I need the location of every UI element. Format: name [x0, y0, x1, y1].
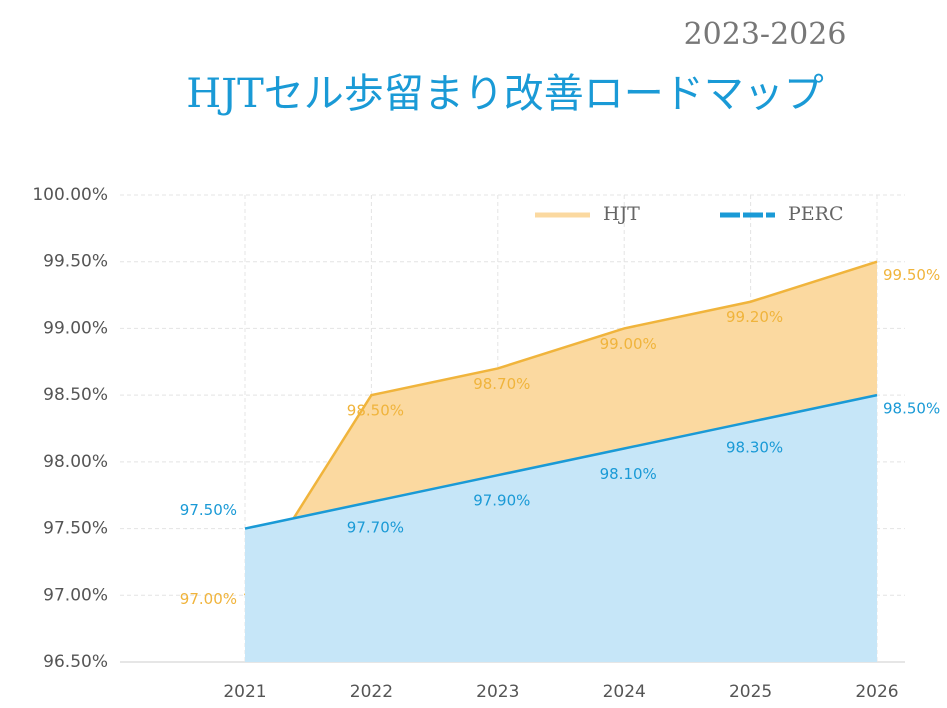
y-tick-label: 99.50%: [43, 252, 108, 272]
y-tick-label: 97.00%: [43, 585, 108, 605]
chart-subtitle: 2023-2026: [684, 17, 847, 52]
x-tick-label: 2023: [476, 682, 519, 702]
y-tick-label: 99.00%: [43, 318, 108, 338]
value-label: 98.30%: [726, 438, 783, 456]
value-label: 98.50%: [347, 402, 404, 420]
line: [244, 393, 878, 530]
legend-label: PERC: [788, 203, 844, 225]
y-tick-label: 100.00%: [32, 185, 108, 205]
x-tick-label: 2025: [729, 682, 772, 702]
area: [245, 395, 877, 662]
value-label: 98.50%: [883, 400, 940, 418]
value-label: 98.10%: [600, 465, 657, 483]
value-label: 99.00%: [600, 335, 657, 353]
x-tick-label: 2026: [855, 682, 898, 702]
chart-title: HJTセル歩留まり改善ロードマップ: [186, 71, 824, 117]
x-tick-label: 2024: [603, 682, 646, 702]
x-tick-label: 2022: [350, 682, 393, 702]
line: [243, 260, 878, 596]
x-tick-label: 2021: [223, 682, 266, 702]
value-label: 97.00%: [180, 590, 237, 608]
value-label: 99.20%: [726, 308, 783, 326]
value-label: 97.90%: [473, 492, 530, 510]
value-label: 99.50%: [883, 266, 940, 284]
value-label: 97.50%: [180, 501, 237, 519]
value-label: 98.70%: [473, 375, 530, 393]
legend-label: HJT: [603, 203, 640, 225]
y-tick-label: 98.00%: [43, 452, 108, 472]
value-label: 97.70%: [347, 518, 404, 536]
y-tick-label: 98.50%: [43, 385, 108, 405]
y-tick-label: 96.50%: [43, 652, 108, 672]
y-tick-label: 97.50%: [43, 519, 108, 539]
